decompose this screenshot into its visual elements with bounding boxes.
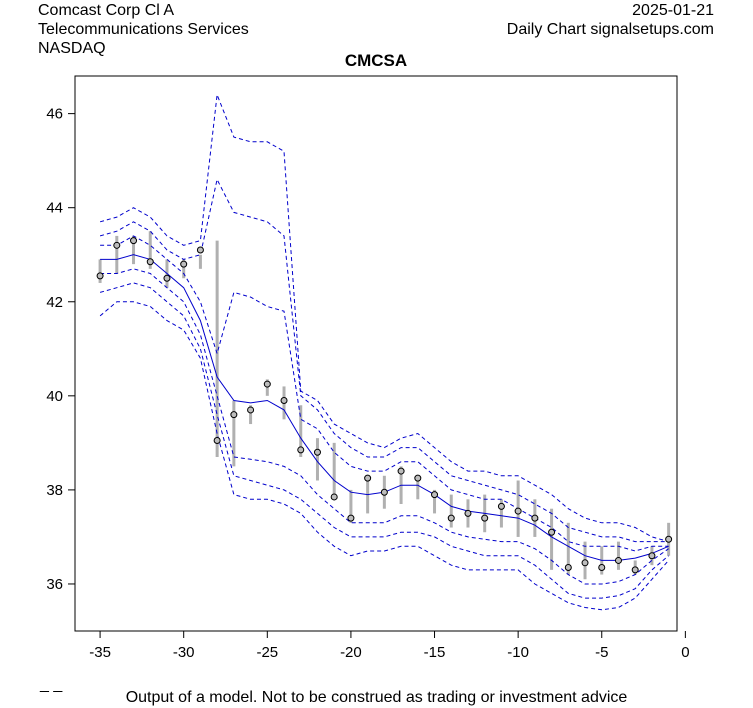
close-point: [548, 528, 556, 536]
x-tick-label: -35: [89, 644, 111, 661]
close-point: [180, 260, 188, 268]
plot-frame: [74, 75, 678, 632]
close-point: [313, 448, 321, 456]
y-tick-label: 46: [46, 106, 63, 123]
close-point: [347, 514, 355, 522]
header-right: 2025-01-21 Daily Chart signalsetups.com: [507, 1, 714, 39]
close-point: [481, 514, 489, 522]
close-point: [464, 509, 472, 517]
chart-title: CMCSA: [345, 51, 407, 70]
close-point: [665, 535, 673, 543]
close-point: [564, 564, 572, 572]
close-point: [213, 437, 221, 445]
sector-label: Telecommunications Services: [38, 21, 249, 38]
x-tick-label: -30: [173, 644, 195, 661]
close-point: [447, 514, 455, 522]
band-line: [99, 178, 669, 543]
close-point: [497, 502, 505, 510]
y-tick-label: 38: [46, 482, 63, 499]
close-point: [146, 258, 154, 266]
band-line: [99, 282, 669, 599]
header-left: Comcast Corp Cl A Telecommunications Ser…: [38, 1, 249, 58]
footer-marker: _ _: [40, 676, 63, 693]
close-point: [113, 241, 121, 249]
close-point: [397, 467, 405, 475]
close-point: [247, 406, 255, 414]
x-tick-label: -20: [340, 644, 362, 661]
model-line: [100, 254, 669, 561]
close-point: [431, 491, 439, 499]
band-line: [100, 235, 669, 552]
close-point: [581, 559, 589, 567]
disclaimer: Output of a model. Not to be construed a…: [125, 689, 628, 706]
close-point: [163, 274, 171, 282]
close-point: [330, 493, 338, 501]
x-tick-label: -10: [507, 644, 529, 661]
x-tick-label: -25: [256, 644, 278, 661]
close-point: [414, 474, 422, 482]
close-point: [196, 246, 204, 254]
close-point: [648, 552, 656, 560]
y-tick-label: 44: [46, 200, 63, 217]
x-tick-label: 0: [681, 644, 689, 661]
close-point: [280, 397, 288, 405]
chart-date: 2025-01-21: [632, 2, 714, 19]
close-point: [380, 488, 388, 496]
y-tick-label: 42: [46, 294, 63, 311]
chart-source: Daily Chart signalsetups.com: [506, 21, 714, 38]
close-point: [230, 411, 238, 419]
company-name: Comcast Corp Cl A: [38, 2, 175, 19]
y-tick-label: 40: [46, 388, 63, 405]
y-tick-label: 36: [46, 576, 63, 593]
band-line: [99, 94, 669, 543]
close-point: [514, 507, 522, 515]
close-point: [263, 380, 271, 388]
x-tick-label: -15: [424, 644, 446, 661]
close-point: [364, 474, 372, 482]
exchange-label: NASDAQ: [38, 40, 106, 57]
close-point: [297, 446, 305, 454]
close-point: [531, 514, 539, 522]
band-line: [99, 301, 669, 611]
band-line: [100, 268, 669, 585]
close-point: [96, 272, 104, 280]
close-point: [598, 564, 606, 572]
x-tick-label: -5: [595, 644, 608, 661]
close-point: [614, 556, 622, 564]
close-point: [631, 566, 639, 574]
close-point: [130, 237, 138, 245]
